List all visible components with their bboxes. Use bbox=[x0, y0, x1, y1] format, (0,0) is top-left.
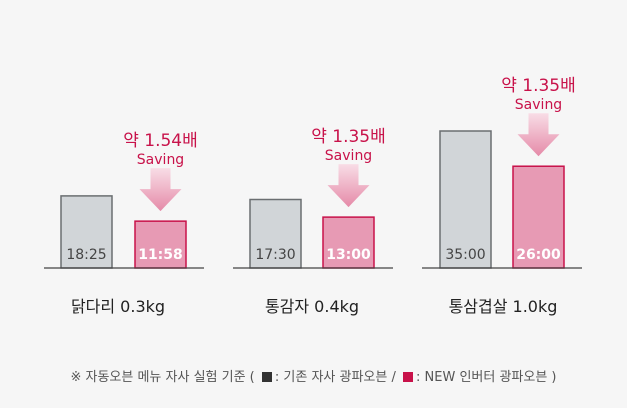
group-label-1: 닭다리 0.3kg bbox=[71, 297, 165, 316]
saving-word-3: Saving bbox=[515, 97, 562, 113]
group-label-2: 통감자 0.4kg bbox=[265, 297, 359, 316]
saving-arrow-1 bbox=[139, 168, 182, 212]
legend-swatch-new bbox=[403, 372, 414, 382]
bar-old-3 bbox=[439, 130, 492, 269]
legend-swatch-old bbox=[261, 372, 272, 382]
footnote-prefix: ※ 자동오븐 메뉴 자사 실험 기준 ( bbox=[70, 370, 255, 385]
bar-old-label-3: 35:00 bbox=[445, 247, 485, 263]
footnote: ※ 자동오븐 메뉴 자사 실험 기준 ( : 기존 자사 광파오븐 / : NE… bbox=[0, 366, 627, 385]
bar-old-label-1: 18:25 bbox=[66, 247, 106, 263]
footnote-new-text: : NEW 인버터 광파오븐 ) bbox=[416, 370, 557, 385]
saving-ratio-2: 약 1.35배 bbox=[311, 127, 386, 147]
saving-ratio-1: 약 1.54배 bbox=[123, 131, 198, 151]
saving-word-1: Saving bbox=[137, 152, 184, 168]
bar-new-3 bbox=[512, 165, 565, 269]
saving-arrow-3 bbox=[517, 113, 560, 157]
footnote-old-text: : 기존 자사 광파오븐 / bbox=[274, 370, 396, 385]
saving-word-2: Saving bbox=[325, 148, 372, 164]
group-label-3: 통삼겹살 1.0kg bbox=[449, 297, 558, 316]
saving-arrow-2 bbox=[327, 164, 370, 208]
bar-new-label-3: 26:00 bbox=[516, 247, 561, 263]
saving-ratio-3: 약 1.35배 bbox=[501, 76, 576, 96]
bar-old-1 bbox=[60, 195, 113, 269]
bar-new-1 bbox=[134, 220, 187, 269]
bar-old-label-2: 17:30 bbox=[255, 247, 295, 263]
bar-new-label-1: 11:58 bbox=[138, 247, 183, 263]
bar-new-label-2: 13:00 bbox=[326, 247, 371, 263]
